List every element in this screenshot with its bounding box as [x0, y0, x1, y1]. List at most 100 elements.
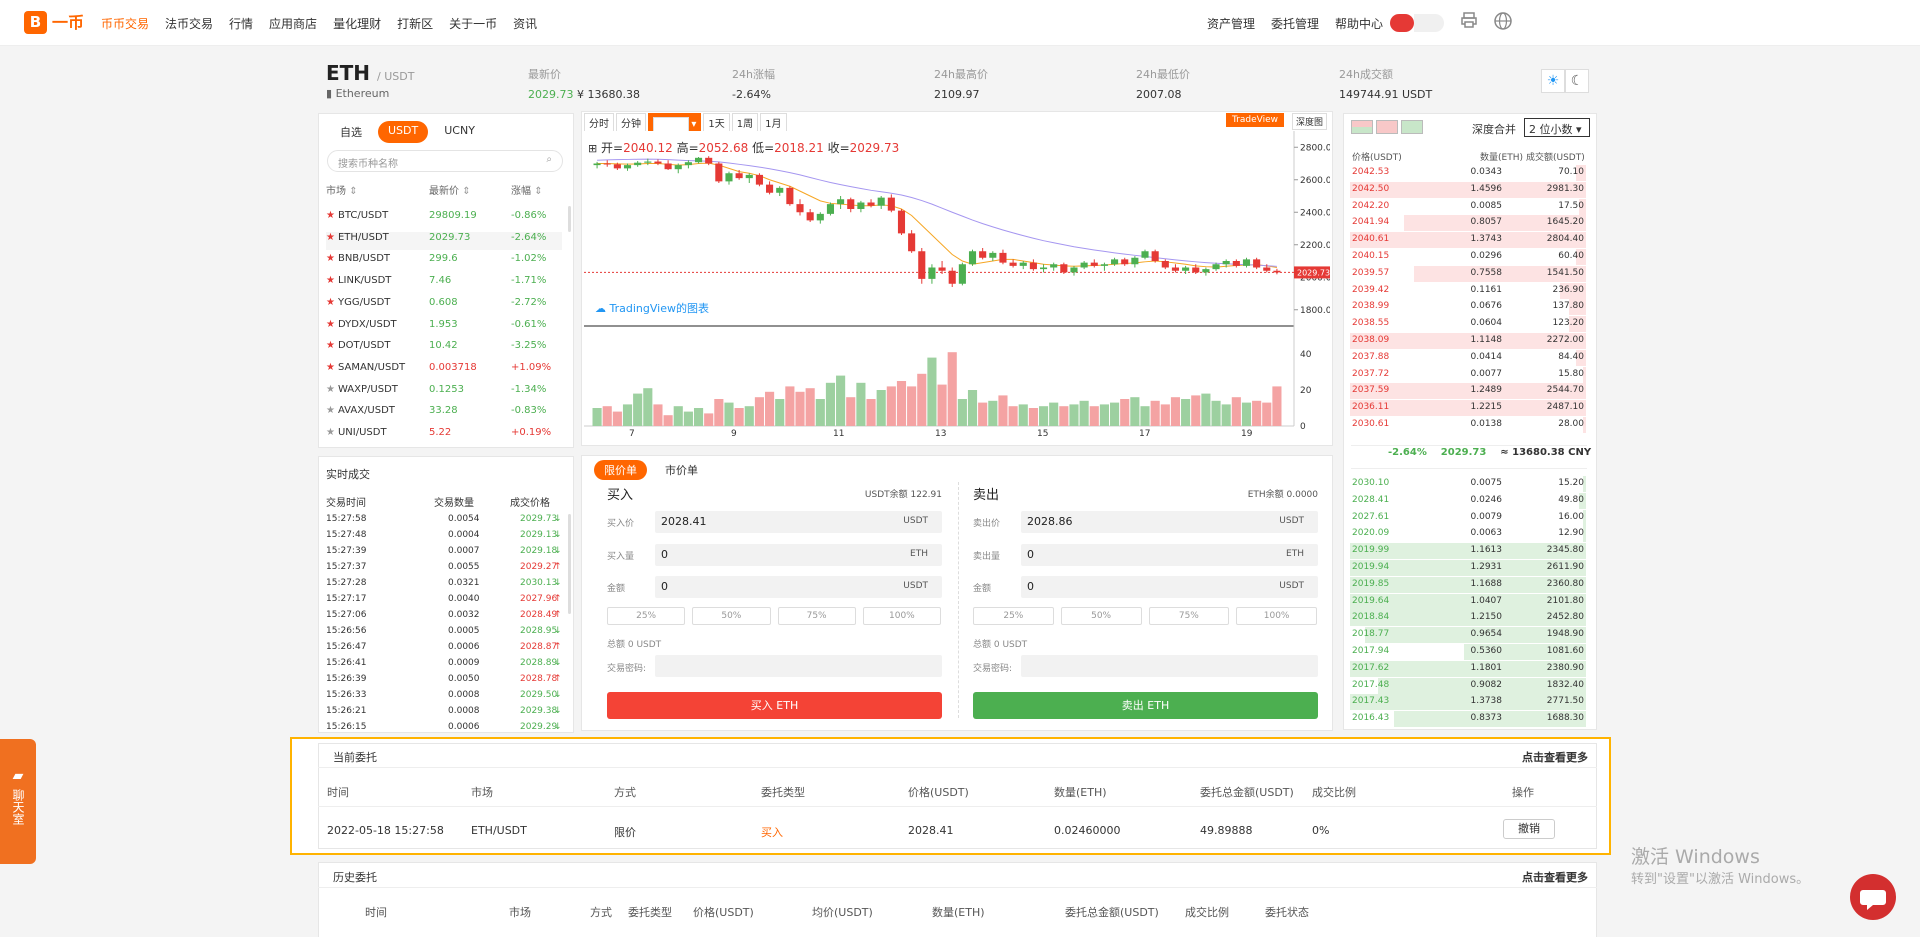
- ask-row[interactable]: 2039.42 0.1161 236.90: [1350, 282, 1586, 299]
- ask-row[interactable]: 2037.72 0.0077 15.80: [1350, 366, 1586, 383]
- buy-pct-button[interactable]: 50%: [692, 607, 771, 625]
- ask-row[interactable]: 2030.61 0.0138 28.00: [1350, 417, 1586, 433]
- market-scrollbar[interactable]: [568, 206, 571, 232]
- ask-row[interactable]: 2040.15 0.0296 60.40: [1350, 249, 1586, 265]
- bid-row[interactable]: 2017.48 0.9082 1832.40: [1350, 677, 1586, 694]
- nav-about[interactable]: 关于一币: [449, 17, 498, 31]
- candlestick-chart[interactable]: 2800.002600.002400.002200.002000.001800.…: [584, 131, 1330, 444]
- bid-row[interactable]: 2017.43 1.3738 2771.50: [1350, 694, 1586, 711]
- ask-row[interactable]: 2038.99 0.0676 137.80: [1350, 299, 1586, 316]
- star-icon[interactable]: ★: [326, 340, 335, 352]
- globe-icon[interactable]: [1492, 11, 1514, 33]
- market-row[interactable]: ★ UNI/USDT 5.22 +0.19%: [326, 427, 562, 445]
- interval-1m[interactable]: 1月: [760, 113, 787, 132]
- bid-row[interactable]: 2020.09 0.0063 12.90: [1350, 526, 1586, 543]
- market-row[interactable]: ★ BTC/USDT 29809.19 -0.86%: [326, 210, 562, 228]
- bid-row[interactable]: 2030.10 0.0075 15.20: [1350, 476, 1586, 492]
- ask-row[interactable]: 2038.09 1.1148 2272.00: [1350, 333, 1586, 349]
- chat-bubble-icon[interactable]: [1850, 874, 1896, 920]
- market-row[interactable]: ★ YGG/USDT 0.608 -2.72%: [326, 297, 562, 315]
- interval-1w[interactable]: 1周: [731, 113, 759, 132]
- tab-usdt[interactable]: USDT: [378, 121, 429, 143]
- market-row[interactable]: ★ SAMAN/USDT 0.003718 +1.09%: [326, 362, 562, 380]
- tradeview-button[interactable]: TradeView: [1226, 113, 1284, 127]
- sell-pct-button[interactable]: 100%: [1236, 607, 1317, 625]
- interval-minute[interactable]: 分钟: [616, 113, 646, 132]
- flag-icon[interactable]: [1390, 14, 1414, 32]
- merge-select[interactable]: 2 位小数 ▾: [1524, 118, 1590, 137]
- dark-theme-icon[interactable]: ☾: [1565, 69, 1589, 93]
- market-row[interactable]: ★ LINK/USDT 7.46 -1.71%: [326, 275, 562, 293]
- sell-pct-button[interactable]: 25%: [973, 607, 1054, 625]
- bid-row[interactable]: 2017.94 0.5360 1081.60: [1350, 644, 1586, 660]
- sell-pct-button[interactable]: 75%: [1148, 607, 1230, 625]
- sell-amt-input[interactable]: 0 USDT: [1021, 576, 1318, 598]
- star-icon[interactable]: ★: [326, 427, 335, 438]
- star-icon[interactable]: ★: [326, 318, 335, 330]
- buy-submit-button[interactable]: 买入 ETH: [607, 692, 942, 719]
- printer-icon[interactable]: [1458, 11, 1480, 33]
- nav-news[interactable]: 资讯: [513, 17, 538, 31]
- star-icon[interactable]: ★: [326, 383, 335, 395]
- star-icon[interactable]: ★: [326, 296, 335, 308]
- interval-1d[interactable]: 1天: [703, 113, 730, 132]
- cancel-order-button[interactable]: 撤销: [1503, 819, 1555, 839]
- nav-ipo[interactable]: 打新区: [397, 17, 434, 31]
- nav-quant[interactable]: 量化理财: [333, 17, 382, 31]
- buy-qty-input[interactable]: 0 ETH: [655, 544, 942, 566]
- interval-4h[interactable]: 4小时 ▾: [648, 113, 702, 132]
- tab-limit-order[interactable]: 限价单: [594, 460, 647, 480]
- view-asks-icon[interactable]: [1376, 120, 1398, 134]
- logo-mark[interactable]: B: [24, 11, 47, 34]
- ask-row[interactable]: 2037.88 0.0414 84.40: [1350, 349, 1586, 366]
- sell-password-input[interactable]: [1021, 655, 1318, 677]
- star-icon[interactable]: ★: [326, 405, 335, 417]
- sell-pct-button[interactable]: 50%: [1060, 607, 1142, 625]
- logo-text[interactable]: 一币: [52, 13, 85, 32]
- bid-row[interactable]: 2019.85 1.1688 2360.80: [1350, 576, 1586, 593]
- trades-scrollbar[interactable]: [568, 514, 571, 614]
- light-theme-icon[interactable]: ☀: [1541, 69, 1565, 93]
- ask-row[interactable]: 2040.61 1.3743 2804.40: [1350, 232, 1586, 249]
- star-icon[interactable]: ★: [326, 253, 335, 265]
- buy-amt-input[interactable]: 0 USDT: [655, 576, 942, 598]
- sell-qty-input[interactable]: 0 ETH: [1021, 544, 1318, 566]
- bid-row[interactable]: 2027.61 0.0079 16.00: [1350, 509, 1586, 526]
- buy-pct-button[interactable]: 100%: [862, 607, 941, 625]
- ask-row[interactable]: 2036.11 1.2215 2487.10: [1350, 400, 1586, 417]
- view-both-icon[interactable]: [1351, 120, 1373, 134]
- sell-price-input[interactable]: 2028.86 USDT: [1021, 511, 1318, 533]
- chatroom-button[interactable]: ▰ 聊天室: [0, 739, 36, 864]
- bid-row[interactable]: 2028.41 0.0246 49.80: [1350, 492, 1586, 509]
- tab-favorites[interactable]: 自选: [340, 126, 362, 139]
- bid-row[interactable]: 2017.62 1.1801 2380.90: [1350, 660, 1586, 677]
- bid-row[interactable]: 2018.84 1.2150 2452.80: [1350, 610, 1586, 627]
- nav-otc[interactable]: 法币交易: [165, 17, 214, 31]
- nav-market[interactable]: 行情: [229, 17, 254, 31]
- current-orders-more-link[interactable]: 点击查看更多: [1522, 751, 1588, 764]
- col-market[interactable]: 市场 ⇕: [326, 182, 429, 197]
- bid-row[interactable]: 2019.94 1.2931 2611.90: [1350, 560, 1586, 576]
- view-bids-icon[interactable]: [1401, 120, 1423, 134]
- col-price[interactable]: 最新价 ⇕: [429, 182, 511, 197]
- buy-password-input[interactable]: [655, 655, 942, 677]
- col-change[interactable]: 涨幅 ⇕: [511, 182, 543, 197]
- star-icon[interactable]: ★: [326, 210, 335, 221]
- ask-row[interactable]: 2037.59 1.2489 2544.70: [1350, 383, 1586, 400]
- market-row[interactable]: ★ WAXP/USDT 0.1253 -1.34%: [326, 384, 562, 402]
- ask-row[interactable]: 2042.20 0.0085 17.50: [1350, 198, 1586, 215]
- buy-pct-button[interactable]: 25%: [607, 607, 686, 625]
- depth-chart-button[interactable]: 深度图: [1292, 113, 1328, 130]
- buy-price-input[interactable]: 2028.41 USDT: [655, 511, 942, 533]
- star-icon[interactable]: ★: [326, 231, 335, 243]
- market-row[interactable]: ★ BNB/USDT 299.6 -1.02%: [326, 253, 562, 271]
- market-search-input[interactable]: 搜索币种名称 ⌕: [327, 150, 563, 172]
- market-row[interactable]: ★ DOT/USDT 10.42 -3.25%: [326, 340, 562, 358]
- tab-ucny[interactable]: UCNY: [444, 124, 475, 137]
- ask-row[interactable]: 2042.53 0.0343 70.10: [1350, 165, 1586, 181]
- tab-market-order[interactable]: 市价单: [665, 464, 698, 477]
- history-orders-more-link[interactable]: 点击查看更多: [1522, 871, 1588, 884]
- buy-pct-button[interactable]: 75%: [777, 607, 856, 625]
- market-row[interactable]: ★ DYDX/USDT 1.953 -0.61%: [326, 319, 562, 337]
- nav-assets[interactable]: 资产管理: [1207, 17, 1256, 31]
